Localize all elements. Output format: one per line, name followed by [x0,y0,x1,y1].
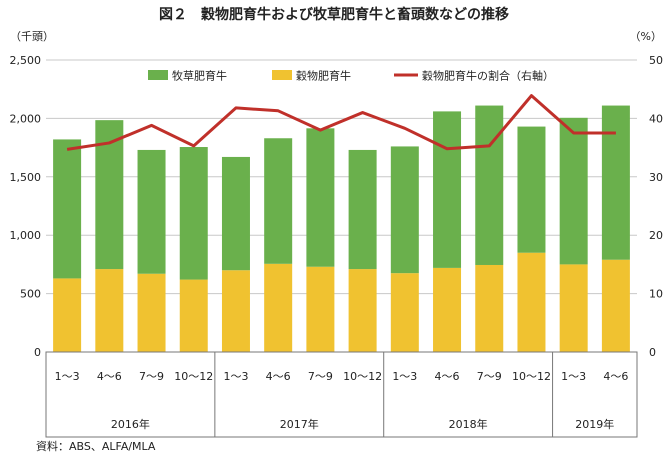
bar-grain-fed [264,263,293,352]
bar-grain-fed [517,252,546,352]
category-label: 7～9 [477,370,502,383]
bars [53,105,630,352]
right-axis-ticks: 0 10 20 30 40 50 [649,54,663,359]
bar-grain-fed [179,279,208,352]
bar-grain-fed [601,259,630,352]
source-note: 資料：ABS、ALFA/MLA [36,439,156,453]
left-axis-unit: （千頭） [10,30,54,43]
legend-label: 穀物肥育牛の割合（右軸） [422,69,554,83]
year-group-label: 2016年 [111,417,150,431]
category-label: 1～3 [561,370,586,383]
legend-swatch [272,70,292,80]
bar-grass-fed [433,111,462,268]
bar-grass-fed [475,105,504,265]
category-label: 1～3 [55,370,80,383]
bar-grass-fed [306,128,335,267]
bar-grain-fed [221,270,250,352]
bar-grass-fed [221,156,250,271]
left-tick-label: 2,000 [10,112,42,125]
category-label: 10～12 [174,370,213,383]
category-label: 1～3 [223,370,248,383]
bar-grass-fed [517,126,546,253]
right-tick-label: 50 [649,54,663,67]
bar-grass-fed [53,139,82,279]
bar-grain-fed [475,264,504,352]
legend-label: 穀物肥育牛 [296,69,351,83]
x-axis-frame [45,351,638,438]
bar-grain-fed [95,269,124,352]
bar-grass-fed [559,117,588,265]
ratio-line [66,94,616,151]
category-label: 4～6 [266,370,291,383]
category-label: 4～6 [97,370,122,383]
right-tick-label: 40 [649,112,663,125]
right-tick-label: 30 [649,171,663,184]
category-label: 10～12 [512,370,551,383]
year-group-label: 2017年 [280,417,319,431]
year-group-label: 2019年 [575,417,614,431]
left-tick-label: 500 [20,288,41,301]
bar-grass-fed [390,146,419,274]
right-tick-label: 20 [649,229,663,242]
bar-grass-fed [348,149,377,270]
left-tick-label: 1,000 [10,229,42,242]
legend: 牧草肥育牛 穀物肥育牛 穀物肥育牛の割合（右軸） [148,69,554,83]
category-label: 7～9 [139,370,164,383]
chart-title: 図２ 穀物肥育牛および牧草肥育牛と畜頭数などの推移 [159,6,509,23]
bar-grain-fed [348,269,377,352]
bar-grass-fed [601,105,630,260]
bar-grain-fed [137,273,166,352]
ratio-line-path [66,94,616,151]
legend-swatch [148,70,168,80]
legend-label: 牧草肥育牛 [172,69,227,83]
category-label: 7～9 [308,370,333,383]
bar-grass-fed [264,138,293,264]
right-tick-label: 0 [649,346,656,359]
category-label: 10～12 [343,370,382,383]
category-label: 4～6 [435,370,460,383]
bar-grain-fed [559,264,588,352]
left-axis-ticks: 0 500 1,000 1,500 2,000 2,500 [10,54,42,359]
category-label: 4～6 [603,370,628,383]
left-tick-label: 0 [34,346,41,359]
bar-grass-fed [137,149,166,274]
bar-grain-fed [433,267,462,352]
bar-grass-fed [179,147,208,280]
category-label: 1～3 [392,370,417,383]
year-group-label: 2018年 [449,417,488,431]
bar-grain-fed [306,266,335,352]
x-axis: 1～3 4～6 7～9 10～12 1～3 4～6 7～9 10～12 1～3 4～6 7～9 10～… [45,351,638,438]
right-tick-label: 10 [649,288,663,301]
left-tick-label: 2,500 [10,54,42,67]
bar-grain-fed [390,273,419,352]
bar-grain-fed [53,278,82,352]
gridlines [46,59,637,353]
left-tick-label: 1,500 [10,171,42,184]
right-axis-unit: （%） [630,30,662,43]
